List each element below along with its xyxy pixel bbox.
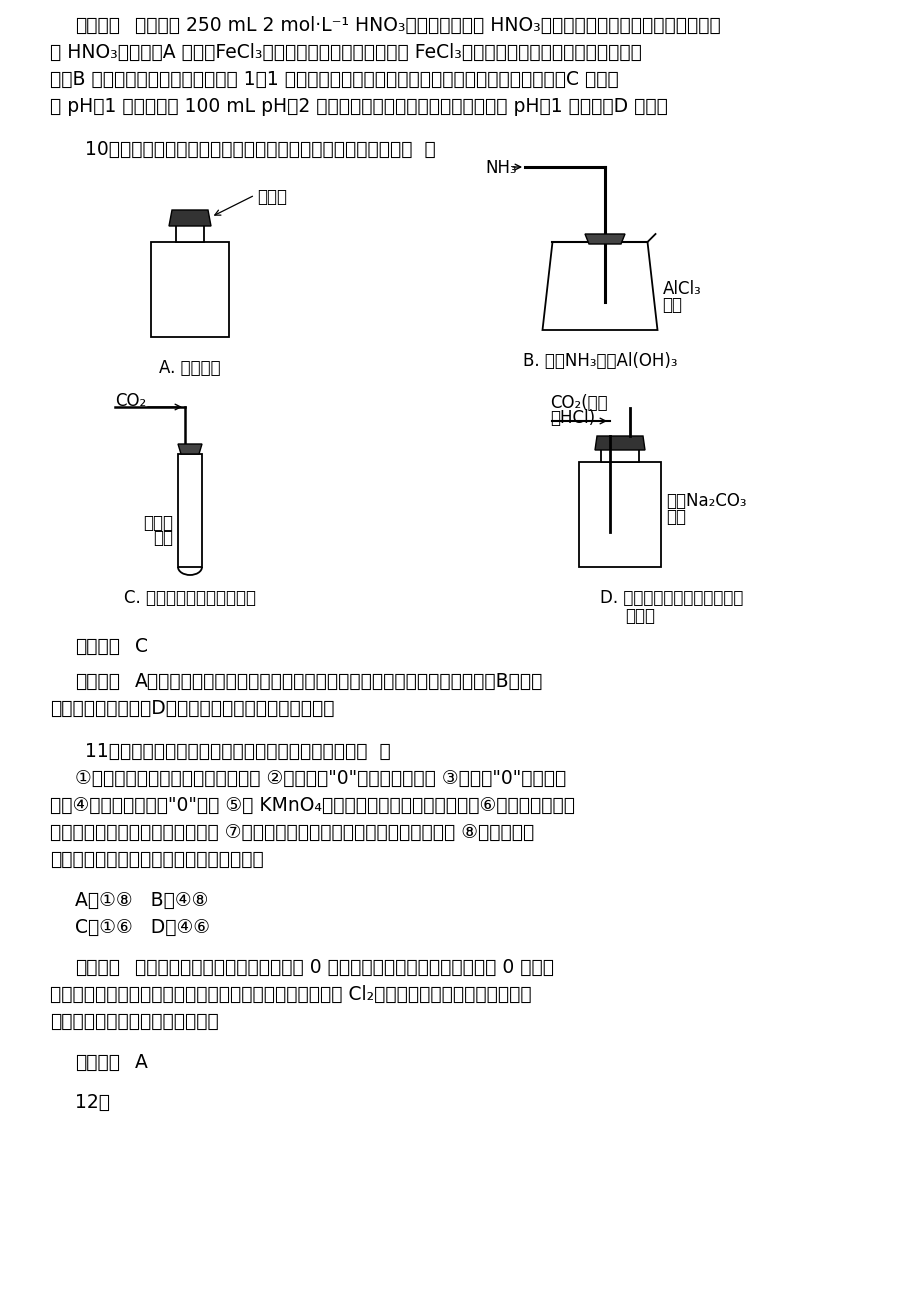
Bar	[581, 488, 658, 565]
Text: B. 吸收NH₃制取Al(OH)₃: B. 吸收NH₃制取Al(OH)₃	[522, 352, 676, 370]
Text: 量HCl): 量HCl)	[550, 409, 595, 427]
Text: A. 储存液溴: A. 储存液溴	[159, 359, 221, 378]
Text: C. 验证碳的非金属性比硅强: C. 验证碳的非金属性比硅强	[124, 589, 255, 607]
Text: 容量瓶刻度线在瓶颈上；滴定管有 0 刻度，在管的上端；量筒和烧杯无 0 刻度；: 容量瓶刻度线在瓶颈上；滴定管有 0 刻度，在管的上端；量筒和烧杯无 0 刻度；	[135, 958, 553, 978]
Polygon shape	[177, 444, 202, 454]
Text: 饱和Na₂CO₃: 饱和Na₂CO₃	[665, 492, 745, 510]
Text: 下端④量筒最下端刻有"0"标线 ⑤将 KMnO₄溶液装入碱式滴定管中用于滴定⑥制备气体发生装: 下端④量筒最下端刻有"0"标线 ⑤将 KMnO₄溶液装入碱式滴定管中用于滴定⑥制…	[50, 797, 574, 815]
Text: 10．用下图所示实验装置进行相应实验，能达到实验目的的是（  ）: 10．用下图所示实验装置进行相应实验，能达到实验目的的是（ ）	[85, 141, 436, 159]
Text: 浓 HNO₃的体积，A 错误；FeCl₃易水解，配制其溶液时，常将 FeCl₃固体溶解在较浓的盐酸中，再加水稀: 浓 HNO₃的体积，A 错误；FeCl₃易水解，配制其溶液时，常将 FeCl₃固…	[50, 43, 641, 62]
Text: C．①⑥   D．④⑥: C．①⑥ D．④⑥	[75, 918, 210, 937]
Text: CO₂(含少: CO₂(含少	[550, 395, 607, 411]
Text: 释，B 正确；用浓盐酸配制体积比为 1：1 的稀盐酸，是粗略配制一定浓度的溶液，不需要容量瓶，C 错误；: 释，B 正确；用浓盐酸配制体积比为 1：1 的稀盐酸，是粗略配制一定浓度的溶液，…	[50, 70, 618, 89]
Text: 准确配制 250 mL 2 mol·L⁻¹ HNO₃溶液，要知道浓 HNO₃的浓度，用酸式滴定管准确量取所需: 准确配制 250 mL 2 mol·L⁻¹ HNO₃溶液，要知道浓 HNO₃的浓…	[135, 16, 720, 35]
Bar	[153, 262, 227, 335]
Text: 11．下列对有关仪器的描述或使用的叙述中正确的是（  ）: 11．下列对有关仪器的描述或使用的叙述中正确的是（ ）	[85, 742, 391, 762]
Bar	[179, 496, 200, 561]
Text: 会发生倒吸，错误；D项应用饱和碳酸氢钠溶液，错误。: 会发生倒吸，错误；D项应用饱和碳酸氢钠溶液，错误。	[50, 699, 335, 719]
Bar	[177, 454, 202, 566]
Text: 置只能用长颈漏斗不能用分液漏斗 ⑦可在球形干燥管里装浓硫酸对气体进行干燥 ⑧气体用洗气: 置只能用长颈漏斗不能用分液漏斗 ⑦可在球形干燥管里装浓硫酸对气体进行干燥 ⑧气体…	[50, 823, 534, 842]
Polygon shape	[542, 242, 657, 329]
Text: AlCl₃: AlCl₃	[662, 280, 700, 298]
Bar	[176, 224, 204, 242]
Text: 溶液: 溶液	[662, 296, 682, 314]
Text: 【答案】: 【答案】	[75, 1053, 119, 1072]
Text: NH₃: NH₃	[484, 159, 516, 177]
Text: 硅酸钠: 硅酸钠	[142, 514, 173, 533]
Text: A．①⑧   B．④⑧: A．①⑧ B．④⑧	[75, 891, 208, 910]
Bar	[600, 448, 639, 462]
Text: 【解析】: 【解析】	[75, 16, 119, 35]
Text: 酸性溶液、氧化性溶液及有机物不可使用碱式滴定管；制备 Cl₂等气体可用分液漏斗组装仪器；: 酸性溶液、氧化性溶液及有机物不可使用碱式滴定管；制备 Cl₂等气体可用分液漏斗组…	[50, 986, 531, 1004]
Text: 用 pH＝1 的盐酸配制 100 mL pH＝2 的盐酸，还需要酸式滴定管，用于量取 pH＝1 的盐酸，D 错误。: 用 pH＝1 的盐酸配制 100 mL pH＝2 的盐酸，还需要酸式滴定管，用于…	[50, 98, 667, 116]
Text: 溶液: 溶液	[153, 529, 173, 547]
Bar	[151, 242, 229, 337]
Text: 瓶洗气除杂时，应将混合气体从长导管通入: 瓶洗气除杂时，应将混合气体从长导管通入	[50, 850, 264, 870]
Text: C: C	[135, 637, 148, 656]
Polygon shape	[595, 436, 644, 450]
Text: 橡胶塞: 橡胶塞	[256, 187, 287, 206]
Text: A项液溴易挥发，可加水进行水封，能腐蚀有机物，应用玻璃塞，错误；B项可能: A项液溴易挥发，可加水进行水封，能腐蚀有机物，应用玻璃塞，错误；B项可能	[135, 672, 543, 691]
Text: 氢气体: 氢气体	[624, 607, 654, 625]
Polygon shape	[544, 264, 654, 328]
Polygon shape	[169, 210, 210, 227]
Bar	[578, 462, 660, 566]
Text: D. 除去二氧化碳中的少量氯化: D. 除去二氧化碳中的少量氯化	[599, 589, 743, 607]
Text: 12．: 12．	[75, 1094, 110, 1112]
Polygon shape	[584, 234, 624, 243]
Text: A: A	[135, 1053, 148, 1072]
Text: 溶液: 溶液	[665, 508, 686, 526]
Text: 【答案】: 【答案】	[75, 637, 119, 656]
Text: CO₂: CO₂	[115, 392, 146, 410]
Text: 【解析】: 【解析】	[75, 672, 119, 691]
Text: 【解析】: 【解析】	[75, 958, 119, 978]
Text: ①容量瓶的体积刻度线位置在瓶颈上 ②滴定管的"0"标线在管的下端 ③烧杯的"0"刻度在最: ①容量瓶的体积刻度线位置在瓶颈上 ②滴定管的"0"标线在管的下端 ③烧杯的"0"…	[75, 769, 565, 788]
Text: 球形干燥管里不可装液体干燥剂。: 球形干燥管里不可装液体干燥剂。	[50, 1012, 219, 1031]
